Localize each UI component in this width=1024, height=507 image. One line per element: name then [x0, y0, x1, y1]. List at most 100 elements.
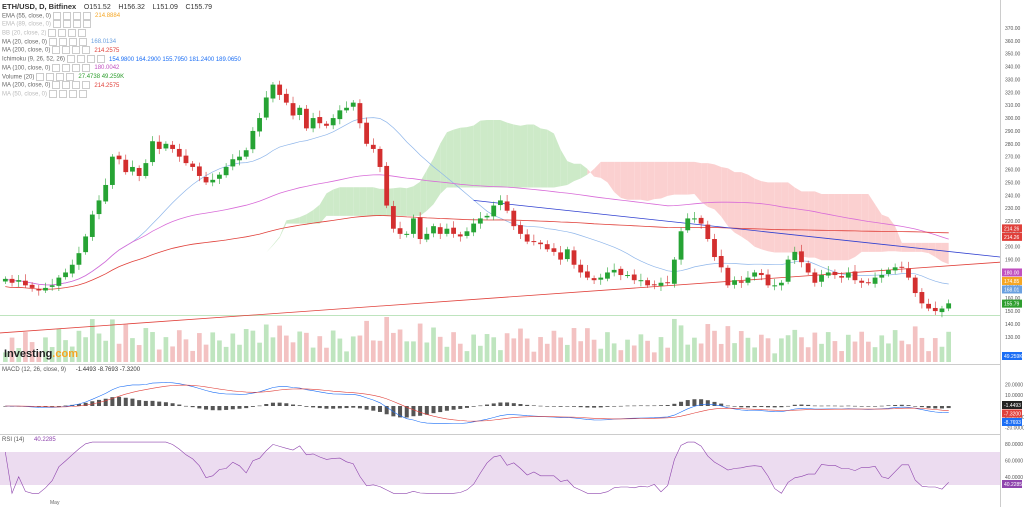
legend-toggle-icon[interactable]: [52, 63, 61, 72]
legend-indicator-row[interactable]: MA (20, close, 0) 168.0134: [2, 37, 241, 47]
volume-bar: [29, 342, 35, 362]
legend-indicator-row[interactable]: EMA (55, close, 0) 214.8884: [2, 11, 241, 21]
legend-toggle-icon[interactable]: [56, 72, 65, 81]
legend-toggle-icon[interactable]: [83, 11, 92, 20]
legend-indicator-row[interactable]: MA (100, close, 0) 180.0042: [2, 63, 241, 73]
candle-body: [772, 285, 778, 287]
candle-body: [424, 233, 430, 240]
legend-toggle-icon[interactable]: [97, 55, 106, 64]
legend-indicator-row[interactable]: MA (200, close, 0) 214.2575: [2, 81, 241, 90]
legend-toggle-icon[interactable]: [36, 72, 45, 81]
volume-bar: [524, 338, 530, 362]
volume-bar: [411, 341, 416, 362]
legend-toggle-icon[interactable]: [73, 20, 82, 29]
cloud-segment: [895, 226, 902, 252]
volume-bar: [498, 350, 503, 362]
legend-toggle-icon[interactable]: [52, 46, 61, 55]
legend-toggle-icon[interactable]: [69, 37, 78, 46]
legend-toggle-icon[interactable]: [63, 20, 72, 29]
macd-hist-bar: [658, 405, 663, 406]
macd-hist-bar: [277, 402, 282, 406]
cloud-segment: [667, 161, 675, 196]
legend-toggle-icon[interactable]: [82, 46, 91, 55]
legend-toggle-icon[interactable]: [72, 63, 81, 72]
legend-indicator-row[interactable]: MA (50, close, 0): [2, 89, 241, 99]
macd-hist-bar: [866, 406, 871, 407]
volume-bar: [330, 330, 336, 362]
candle-body: [785, 259, 791, 282]
volume-bar: [772, 353, 778, 362]
cloud-segment: [487, 119, 494, 188]
legend-toggle-icon[interactable]: [49, 89, 58, 98]
legend-toggle-icon[interactable]: [62, 46, 71, 55]
candle-body: [223, 166, 229, 176]
cloud-segment: [480, 119, 488, 188]
candle-body: [103, 184, 109, 202]
cloud-segment: [788, 182, 795, 253]
legend-toggle-icon[interactable]: [79, 89, 88, 98]
price-tick-label: 240.00: [1005, 193, 1021, 199]
candle-body: [397, 228, 403, 234]
candle-body: [531, 241, 537, 243]
legend-toggle-icon[interactable]: [59, 37, 68, 46]
volume-bar: [397, 329, 403, 362]
candle-body: [625, 275, 630, 277]
legend-toggle-icon[interactable]: [53, 11, 62, 20]
legend-indicator-row[interactable]: MA (200, close, 0) 214.2575: [2, 46, 241, 55]
investing-logo[interactable]: Investing.com: [4, 348, 78, 360]
ohlc-low: L151.09: [152, 4, 178, 11]
legend-indicator-row[interactable]: EMA (89, close, 0): [2, 20, 241, 29]
volume-bar: [672, 318, 677, 362]
macd-hist-bar: [832, 405, 837, 407]
volume-bar: [116, 343, 122, 362]
volume-bar: [819, 343, 824, 362]
legend-toggle-icon[interactable]: [63, 11, 72, 20]
legend-toggle-icon[interactable]: [46, 72, 55, 81]
candle-body: [210, 179, 216, 183]
legend-toggle-icon[interactable]: [59, 89, 68, 98]
legend-toggle-icon[interactable]: [77, 55, 86, 64]
legend-toggle-icon[interactable]: [82, 63, 91, 72]
candle-body: [250, 130, 256, 150]
macd-hist-bar: [766, 406, 771, 408]
macd-hist-bar: [846, 405, 851, 407]
legend-toggle-icon[interactable]: [72, 81, 81, 90]
candle-body: [758, 272, 764, 276]
legend-toggle-icon[interactable]: [62, 81, 71, 90]
legend-indicator-row[interactable]: BB (20, close, 2): [2, 29, 241, 38]
cloud-segment: [774, 182, 782, 253]
legend-toggle-icon[interactable]: [87, 55, 96, 64]
cloud-segment: [353, 187, 360, 216]
legend-toggle-icon[interactable]: [68, 29, 77, 38]
macd-hist-bar: [224, 406, 229, 410]
macd-hist-bar: [485, 404, 490, 406]
legend-toggle-icon[interactable]: [49, 37, 58, 46]
legend-indicator-row[interactable]: Volume (20) 27.4738 49.259K: [2, 72, 241, 82]
legend-indicator-row[interactable]: Ichimoku (9, 26, 52, 26) 154.9800 164.290…: [2, 55, 241, 64]
legend-toggle-icon[interactable]: [83, 20, 92, 29]
macd-tag-bg: [1002, 401, 1022, 409]
candle-body: [49, 285, 55, 287]
macd-hist-bar: [324, 406, 329, 409]
legend-toggle-icon[interactable]: [66, 72, 75, 81]
macd-hist-bar: [505, 402, 510, 406]
legend-toggle-icon[interactable]: [73, 11, 82, 20]
legend-toggle-icon[interactable]: [67, 55, 76, 64]
legend-toggle-icon[interactable]: [58, 29, 67, 38]
legend-toggle-icon[interactable]: [79, 37, 88, 46]
cloud-segment: [935, 242, 942, 262]
price-tag-bg: [1002, 268, 1022, 277]
legend-toggle-icon[interactable]: [78, 29, 87, 38]
volume-bar: [665, 347, 671, 362]
legend-toggle-icon[interactable]: [62, 63, 71, 72]
volume-bar: [845, 334, 851, 362]
legend-toggle-icon[interactable]: [52, 81, 61, 90]
legend-toggle-icon[interactable]: [69, 89, 78, 98]
volume-bar: [886, 343, 891, 362]
legend-toggle-icon[interactable]: [82, 81, 91, 90]
legend-toggle-icon[interactable]: [72, 46, 81, 55]
volume-bar: [698, 343, 704, 362]
legend-toggle-icon[interactable]: [53, 20, 62, 29]
legend-toggle-icon[interactable]: [48, 29, 57, 38]
